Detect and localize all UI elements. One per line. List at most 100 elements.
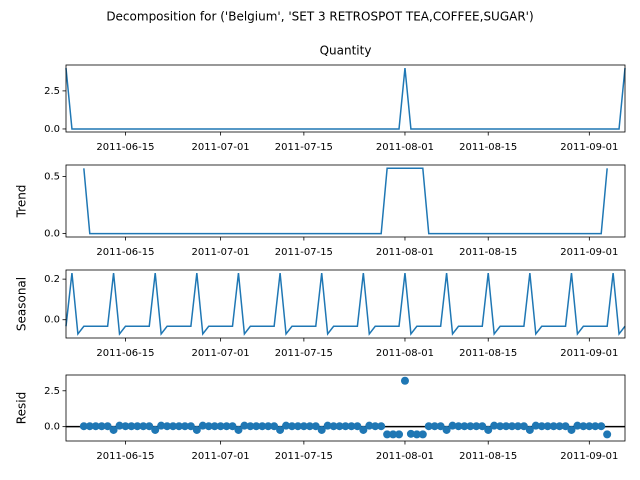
resid-point xyxy=(240,421,249,430)
x-tick-label: 2011-09-01 xyxy=(560,142,618,153)
resid-point xyxy=(204,422,213,431)
resid-point xyxy=(490,421,499,430)
resid-point xyxy=(436,422,445,431)
x-tick-label: 2011-07-01 xyxy=(192,451,250,462)
resid-point xyxy=(311,422,320,431)
resid-point xyxy=(543,422,552,431)
resid-point xyxy=(198,421,207,430)
x-tick-label: 2011-09-01 xyxy=(560,348,618,359)
resid-point xyxy=(454,422,463,431)
y-axis-label: Seasonal xyxy=(15,277,29,331)
y-tick-label: 0.0 xyxy=(44,229,60,240)
resid-point xyxy=(270,422,279,431)
x-tick-label: 2011-09-01 xyxy=(560,451,618,462)
x-tick-label: 2011-06-15 xyxy=(96,142,154,153)
x-tick-label: 2011-08-15 xyxy=(459,247,517,258)
x-tick-label: 2011-08-01 xyxy=(376,142,434,153)
resid-point xyxy=(496,422,505,431)
resid-point xyxy=(341,422,350,431)
resid-point xyxy=(466,422,475,431)
resid-point xyxy=(525,425,534,434)
resid-point xyxy=(91,422,100,431)
resid-point xyxy=(406,429,415,438)
resid-point xyxy=(460,422,469,431)
resid-point xyxy=(561,422,570,431)
x-tick-label: 2011-08-01 xyxy=(376,451,434,462)
resid-point xyxy=(305,422,314,431)
y-tick-label: 2.5 xyxy=(44,386,60,397)
resid-point xyxy=(371,422,380,431)
resid-point xyxy=(282,421,291,430)
resid-point xyxy=(478,422,487,431)
x-tick-label: 2011-08-01 xyxy=(376,247,434,258)
x-tick-label: 2011-06-15 xyxy=(96,247,154,258)
resid-point xyxy=(252,422,261,431)
resid-point xyxy=(383,430,392,439)
resid-point xyxy=(424,422,433,431)
panel-title: Quantity xyxy=(320,44,372,58)
resid-point xyxy=(418,430,427,439)
x-tick-label: 2011-07-01 xyxy=(192,348,250,359)
x-tick-label: 2011-06-15 xyxy=(96,451,154,462)
resid-point xyxy=(216,422,225,431)
resid-point xyxy=(139,422,148,431)
resid-point xyxy=(389,430,398,439)
resid-point xyxy=(519,422,528,431)
series-line xyxy=(65,272,626,336)
x-tick-label: 2011-07-15 xyxy=(275,247,333,258)
resid-point xyxy=(103,422,112,431)
axes-frame xyxy=(65,164,626,238)
resid-point xyxy=(365,421,374,430)
resid-point xyxy=(163,422,172,431)
resid-point xyxy=(264,422,273,431)
x-tick-label: 2011-06-15 xyxy=(96,348,154,359)
resid-point xyxy=(537,422,546,431)
resid-point xyxy=(472,422,481,431)
resid-point xyxy=(192,425,201,434)
resid-point xyxy=(400,376,409,385)
resid-point xyxy=(234,425,243,434)
y-tick-label: 0.0 xyxy=(44,315,60,326)
resid-point xyxy=(79,422,88,431)
y-axis-label: Resid xyxy=(15,392,29,424)
x-tick-label: 2011-07-01 xyxy=(192,247,250,258)
resid-point xyxy=(174,422,183,431)
y-tick-label: 0.5 xyxy=(44,171,60,182)
resid-point xyxy=(555,422,564,431)
resid-point xyxy=(567,425,576,434)
resid-point xyxy=(180,422,189,431)
suptitle: Decomposition for ('Belgium', 'SET 3 RET… xyxy=(106,10,533,24)
series-line xyxy=(65,67,626,130)
resid-point xyxy=(287,422,296,431)
axes-frame xyxy=(65,374,626,442)
resid-point xyxy=(353,422,362,431)
resid-point xyxy=(133,422,142,431)
x-tick-label: 2011-07-15 xyxy=(275,451,333,462)
resid-point xyxy=(169,422,178,431)
x-tick-label: 2011-08-15 xyxy=(459,348,517,359)
x-tick-label: 2011-07-15 xyxy=(275,142,333,153)
y-tick-label: 0.0 xyxy=(44,422,60,433)
resid-point xyxy=(258,422,267,431)
resid-point xyxy=(323,421,332,430)
resid-point xyxy=(591,422,600,431)
resid-point xyxy=(502,422,511,431)
resid-point xyxy=(573,421,582,430)
resid-point xyxy=(210,422,219,431)
resid-point xyxy=(395,430,404,439)
resid-point xyxy=(293,422,302,431)
resid-point xyxy=(442,425,451,434)
resid-point xyxy=(508,422,517,431)
resid-point xyxy=(430,422,439,431)
resid-point xyxy=(299,422,308,431)
x-tick-label: 2011-08-15 xyxy=(459,451,517,462)
resid-point xyxy=(186,422,195,431)
resid-point xyxy=(579,422,588,431)
resid-point xyxy=(222,422,231,431)
resid-point xyxy=(347,422,356,431)
series-line xyxy=(83,167,608,235)
resid-point xyxy=(85,422,94,431)
x-tick-label: 2011-08-01 xyxy=(376,348,434,359)
